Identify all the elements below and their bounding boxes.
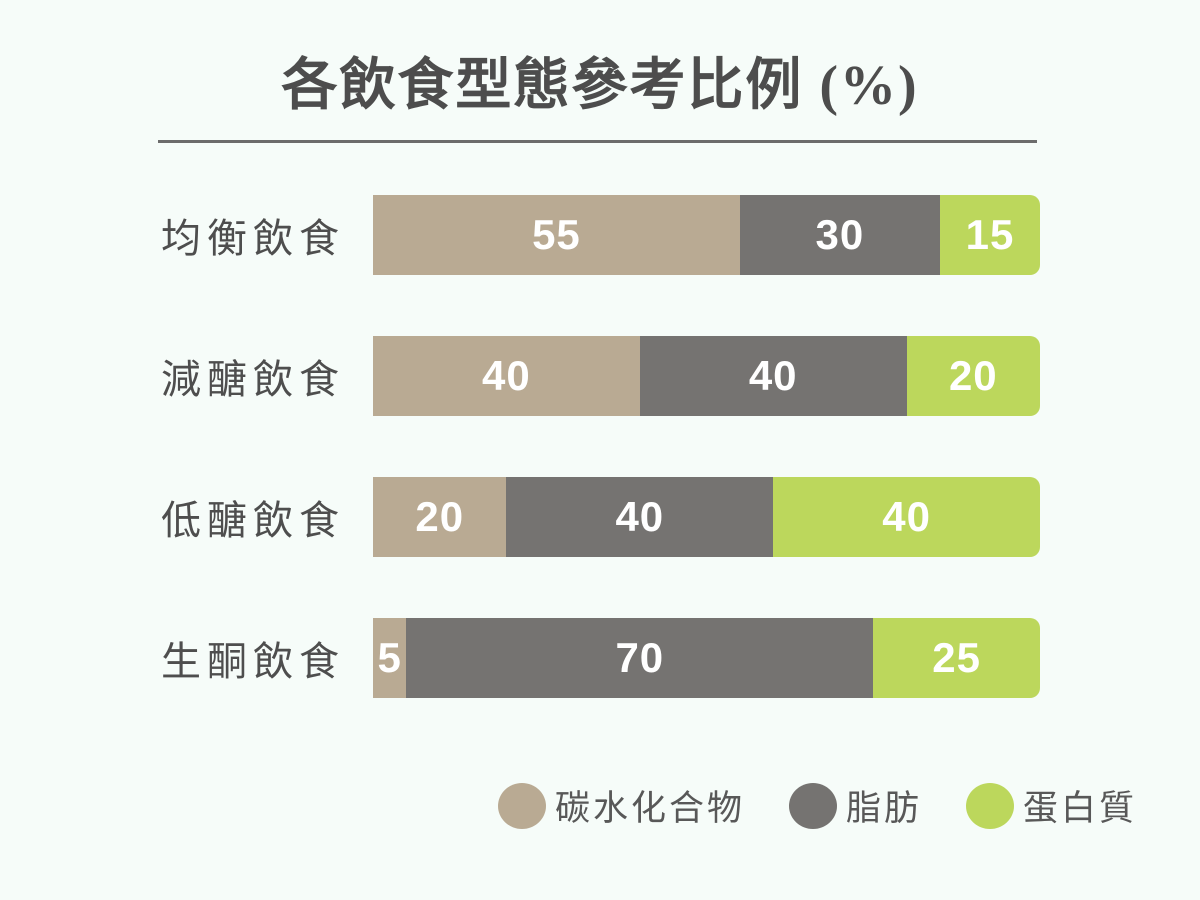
- segment-value: 30: [815, 211, 865, 258]
- segment-value: 40: [882, 493, 931, 540]
- legend-item-protein: 蛋白質: [966, 780, 1137, 831]
- segment-fat: 40: [506, 477, 774, 557]
- legend-fat-dot-icon: [789, 782, 838, 829]
- legend-carb-dot-icon: [498, 782, 546, 829]
- category-label: 生酮飲食: [161, 640, 345, 684]
- legend-protein-dot-icon: [966, 782, 1015, 829]
- chart-legend: 碳水化合物 脂肪 蛋白質: [498, 780, 1200, 831]
- segment-value: 40: [482, 352, 531, 399]
- stacked-bar: 55 30 15: [373, 195, 1040, 275]
- segment-protein: 20: [906, 336, 1040, 416]
- segment-value: 40: [615, 493, 665, 540]
- chart-row-balanced: 均衡飲食 55 30 15: [0, 195, 1200, 275]
- segment-fat: 40: [639, 336, 907, 416]
- legend-label-protein: 蛋白質: [1023, 789, 1138, 828]
- stacked-bar: 5 70 25: [373, 618, 1040, 698]
- legend-label-fat: 脂肪: [846, 789, 923, 828]
- category-label: 減醣飲食: [161, 358, 345, 402]
- segment-value: 25: [932, 634, 981, 681]
- segment-value: 5: [377, 634, 402, 681]
- legend-item-fat: 脂肪: [789, 780, 922, 831]
- segment-value: 15: [965, 211, 1015, 258]
- segment-carb: 40: [373, 336, 640, 416]
- chart-title: 各飲食型態參考比例 (%): [281, 55, 919, 117]
- segment-carb: 55: [373, 195, 740, 275]
- segment-fat: 30: [739, 195, 940, 275]
- segment-value: 70: [615, 634, 665, 681]
- stacked-bar: 40 40 20: [373, 336, 1040, 416]
- segment-protein: 25: [873, 618, 1040, 698]
- category-label: 均衡飲食: [161, 217, 345, 261]
- category-label: 低醣飲食: [161, 499, 345, 543]
- segment-value: 55: [532, 211, 581, 258]
- segment-value: 20: [415, 493, 465, 540]
- segment-carb: 20: [373, 477, 507, 557]
- legend-item-carb: 碳水化合物: [498, 780, 745, 831]
- segment-protein: 40: [773, 477, 1040, 557]
- segment-protein: 15: [939, 195, 1040, 275]
- chart-row-reduced-carb: 減醣飲食 40 40 20: [0, 336, 1200, 416]
- segment-fat: 70: [406, 618, 874, 698]
- chart-row-keto: 生酮飲食 5 70 25: [0, 618, 1200, 698]
- segment-carb: 5: [373, 618, 407, 698]
- segment-value: 40: [748, 352, 798, 399]
- title-divider: [158, 140, 1037, 143]
- chart-row-low-carb: 低醣飲食 20 40 40: [0, 477, 1200, 557]
- segment-value: 20: [948, 352, 998, 399]
- legend-label-carb: 碳水化合物: [555, 789, 746, 828]
- stacked-bar-chart: 均衡飲食 55 30 15 減醣飲食 40 40 20 低醣飲食 20 40 4…: [0, 195, 1200, 698]
- stacked-bar: 20 40 40: [373, 477, 1040, 557]
